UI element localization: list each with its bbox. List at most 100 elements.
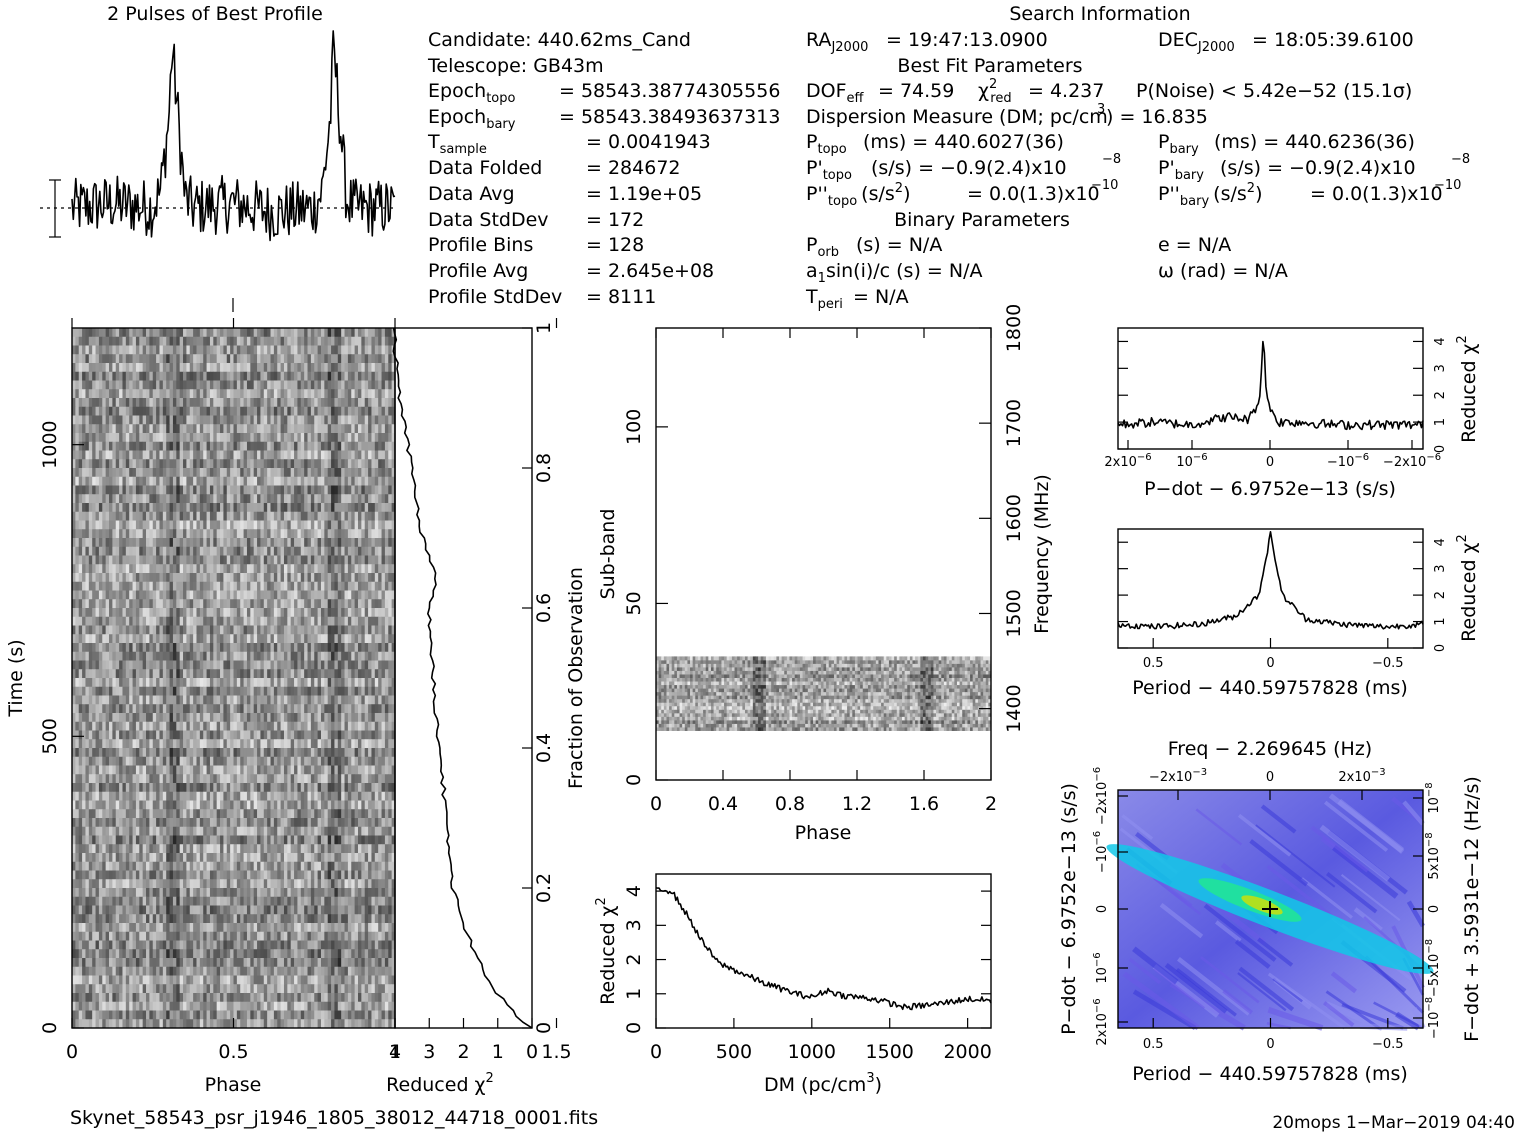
time-phase-cell [341,485,345,495]
time-phase-cell [166,328,170,338]
time-phase-cell [260,669,265,679]
time-phase-cell [327,485,332,495]
time-phase-cell [146,573,150,583]
time-phase-cell [183,380,187,390]
time-phase-cell [277,616,281,626]
time-phase-cell [351,678,356,688]
time-phase-cell [317,511,322,521]
time-phase-cell [357,546,362,556]
time-phase-cell [300,459,305,469]
time-phase-cell [378,643,382,653]
time-phase-cell [371,660,376,670]
time-phase-cell [156,564,160,574]
time-phase-cell [223,424,228,434]
time-phase-cell [320,476,325,486]
time-phase-cell [391,424,396,434]
time-phase-cell [334,520,339,530]
time-phase-cell [290,625,295,635]
time-phase-cell [199,406,204,416]
time-phase-cell [162,643,167,653]
time-phase-cell [280,485,285,495]
time-phase-cell [162,476,167,486]
time-phase-cell [304,608,308,618]
time-phase-cell [246,555,251,565]
time-phase-cell [216,415,221,425]
time-phase-cell [122,371,127,381]
time-phase-cell [132,494,137,504]
time-phase-cell [243,354,248,364]
time-phase-cell [257,503,261,513]
time-phase-cell [381,765,386,775]
time-phase-cell [75,354,80,364]
time-phase-cell [230,433,234,443]
time-phase-cell [82,669,86,679]
time-phase-cell [139,424,144,434]
time-phase-cell [203,643,207,653]
time-phase-cell [166,765,170,775]
time-phase-cell [347,520,352,530]
time-phase-cell [314,494,319,504]
time-phase-cell [189,713,194,723]
time-phase-cell [95,590,100,600]
time-phase-cell [287,651,292,661]
time-phase-cell [122,756,127,766]
time-phase-cell [88,590,93,600]
time-phase-cell [317,468,322,478]
time-phase-cell [270,363,275,373]
time-phase-cell [85,756,90,766]
time-phase-cell [129,354,133,364]
time-phase-cell [203,459,207,469]
time-phase-cell [287,380,292,390]
time-phase-cell [179,625,184,635]
time-phase-cell [206,730,211,740]
time-phase-cell [257,511,261,521]
time-phase-cell [287,695,292,705]
time-phase-cell [162,441,167,451]
time-phase-cell [102,511,107,521]
time-phase-cell [149,599,154,609]
time-phase-cell [196,686,201,696]
time-phase-cell [109,494,113,504]
time-phase-cell [361,581,366,591]
time-phase-cell [280,599,285,609]
time-phase-cell [391,651,396,661]
time-phase-cell [75,625,80,635]
time-phase-cell [105,345,110,355]
time-phase-cell [78,774,83,784]
time-phase-cell [82,581,86,591]
time-phase-cell [233,678,238,688]
time-phase-cell [78,529,83,539]
time-phase-cell [125,406,130,416]
time-phase-cell [361,424,366,434]
time-phase-cell [327,739,332,749]
time-phase-cell [314,345,319,355]
time-phase-cell [374,450,379,460]
time-phase-cell [240,756,244,766]
time-phase-cell [98,643,103,653]
time-phase-cell [226,660,231,670]
time-phase-cell [327,651,332,661]
search-info-title: Search Information [1009,3,1190,25]
time-phase-cell [270,590,275,600]
time-phase-cell [88,555,93,565]
time-phase-cell [139,713,144,723]
time-phase-cell [391,756,396,766]
time-phase-cell [216,765,221,775]
time-phase-cell [125,503,130,513]
time-phase-cell [233,424,238,434]
time-phase-cell [169,625,174,635]
time-phase-cell [125,424,130,434]
time-phase-cell [179,739,184,749]
time-phase-cell [75,739,80,749]
time-phase-cell [331,730,335,740]
time-phase-cell [166,546,170,556]
time-phase-cell [72,643,76,653]
time-phase-cell [186,450,191,460]
time-phase-cell [206,345,211,355]
time-phase-cell [243,660,248,670]
time-phase-cell [388,415,393,425]
time-phase-cell [72,660,76,670]
time-phase-cell [169,608,174,618]
time-phase-cell [233,354,238,364]
time-phase-cell [109,651,113,661]
